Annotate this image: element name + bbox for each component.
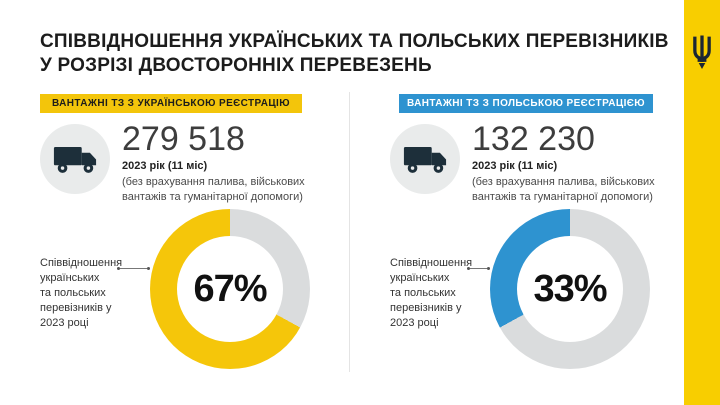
panel-divider xyxy=(349,92,350,372)
note-text-ua: (без врахування палива, військових ванта… xyxy=(122,175,305,204)
donut-hole: 33% xyxy=(517,236,623,342)
page-title-line1: СПІВВІДНОШЕННЯ УКРАЇНСЬКИХ ТА ПОЛЬСЬКИХ … xyxy=(40,31,669,52)
vehicle-count-pl: 132 230 xyxy=(472,120,595,158)
period-label-ua: 2023 рік (11 міс) xyxy=(122,160,208,172)
truck-icon xyxy=(403,146,447,173)
panel-polish-registration: ВАНТАЖНІ ТЗ З ПОЛЬСЬКОЮ РЕЄСТРАЦІЄЮ 132 … xyxy=(350,85,684,385)
connector-dot xyxy=(467,267,470,270)
caption-line: та польських xyxy=(390,287,456,299)
donut-ua: 67% xyxy=(150,209,310,369)
page-title: СПІВВІДНОШЕННЯ УКРАЇНСЬКИХ ТА ПОЛЬСЬКИХ … xyxy=(40,30,670,78)
donut-hole: 67% xyxy=(177,236,283,342)
connector-line xyxy=(120,268,147,269)
percent-value-ua: 67% xyxy=(193,267,267,310)
note-line2: вантажів та гуманітарної допомоги) xyxy=(122,190,303,203)
caption-line: 2023 році xyxy=(40,317,89,329)
note-line1: (без врахування палива, військових xyxy=(122,176,305,188)
caption-line: українських xyxy=(40,272,100,284)
caption-line: та польських xyxy=(40,287,106,299)
yellow-side-band xyxy=(684,0,720,405)
caption-connector-line xyxy=(467,266,490,271)
note-line2: вантажів та гуманітарної допомоги) xyxy=(472,190,653,203)
ratio-caption-pl: Співвідношення українських та польських … xyxy=(390,256,472,331)
caption-line: 2023 році xyxy=(390,317,439,329)
caption-line: Співвідношення xyxy=(40,257,123,269)
note-line1: (без врахування палива, військових xyxy=(472,176,655,188)
connector-dot xyxy=(147,267,150,270)
page-title-line2: У РОЗРІЗІ ДВОСТОРОННІХ ПЕРЕВЕЗЕНЬ xyxy=(40,55,432,76)
panel-ukrainian-registration: ВАНТАЖНІ ТЗ З УКРАЇНСЬКОЮ РЕЄСТРАЦІЮ 279… xyxy=(0,85,349,385)
percent-value-pl: 33% xyxy=(533,267,607,310)
period-label-pl: 2023 рік (11 міс) xyxy=(472,160,558,172)
donut-pl: 33% xyxy=(490,209,650,369)
caption-line: Співвідношення xyxy=(390,257,473,269)
truck-icon xyxy=(53,146,97,173)
panel-label-ua: ВАНТАЖНІ ТЗ З УКРАЇНСЬКОЮ РЕЄСТРАЦІЮ xyxy=(40,94,302,113)
vehicle-count-ua: 279 518 xyxy=(122,120,245,158)
caption-line: українських xyxy=(390,272,450,284)
note-text-pl: (без врахування палива, військових ванта… xyxy=(472,175,655,204)
caption-connector-line xyxy=(117,266,150,271)
ukraine-trident-icon xyxy=(693,35,711,70)
caption-line: перевізників у xyxy=(390,302,462,314)
panel-label-pl: ВАНТАЖНІ ТЗ З ПОЛЬСЬКОЮ РЕЄСТРАЦІЄЮ xyxy=(399,94,653,113)
truck-icon-circle xyxy=(390,124,460,194)
connector-dot xyxy=(117,267,120,270)
connector-dot xyxy=(487,267,490,270)
connector-line xyxy=(470,268,487,269)
caption-line: перевізників у xyxy=(40,302,112,314)
ratio-caption-ua: Співвідношення українських та польських … xyxy=(40,256,122,331)
truck-icon-circle xyxy=(40,124,110,194)
